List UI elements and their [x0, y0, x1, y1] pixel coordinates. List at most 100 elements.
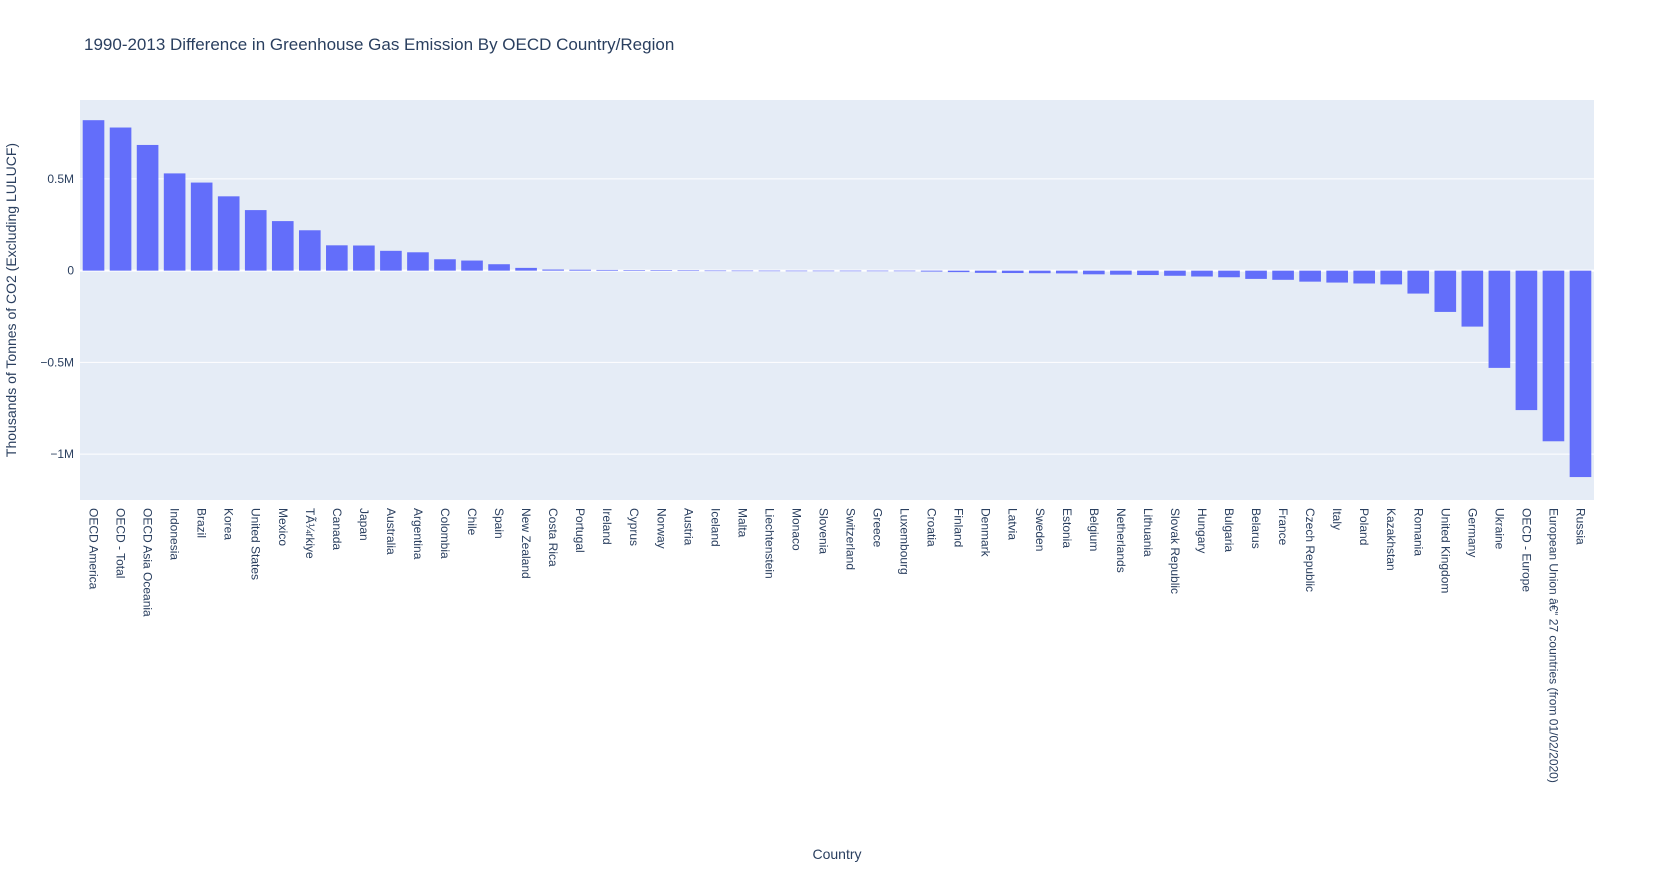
y-tick-label: −1M [50, 447, 74, 461]
x-tick-label: Canada [330, 508, 344, 550]
x-tick-label: Korea [222, 508, 236, 540]
bar [1407, 270, 1430, 294]
y-tick-labels: 0.5M 0 −0.5M −1M [40, 172, 74, 461]
x-tick-label: Japan [357, 508, 371, 541]
bar [326, 245, 348, 271]
x-tick-label: Malta [735, 508, 749, 538]
plot-background [80, 100, 1594, 500]
bar [1353, 270, 1376, 284]
bar [109, 127, 132, 271]
x-tick-label: France [1276, 508, 1290, 546]
x-tick-label: TÃ¼rkiye [303, 508, 317, 559]
bar [1191, 270, 1213, 277]
y-tick-label: 0 [67, 264, 74, 278]
bar [1326, 270, 1348, 283]
x-tick-label: Argentina [411, 508, 425, 560]
bar [461, 260, 483, 271]
x-tick-label: Russia [1573, 508, 1587, 545]
x-tick-label: OECD - Total [114, 508, 128, 578]
x-tick-label: Croatia [925, 508, 939, 547]
bar [1461, 270, 1484, 327]
bar [1001, 270, 1024, 274]
bar [1137, 270, 1159, 276]
x-tick-label: Chile [465, 508, 479, 536]
x-tick-label: Romania [1411, 508, 1425, 556]
bar [542, 269, 564, 271]
bar [1083, 270, 1105, 275]
x-tick-label: Costa Rica [546, 508, 560, 567]
y-tick-label: 0.5M [47, 172, 74, 186]
x-tick-label: New Zealand [519, 508, 533, 579]
x-tick-label: Germany [1465, 508, 1479, 557]
x-tick-label: Iceland [708, 508, 722, 547]
x-tick-label: United States [249, 508, 263, 580]
bar [596, 269, 619, 271]
x-tick-label: Brazil [195, 508, 209, 538]
x-tick-label: Austria [681, 508, 695, 546]
bar [1299, 270, 1321, 282]
bar [758, 270, 781, 272]
x-tick-label: Belarus [1249, 508, 1263, 549]
bar [839, 270, 862, 272]
bar [515, 267, 537, 271]
x-tick-label: Luxembourg [898, 508, 912, 575]
x-tick-label: Bulgaria [1222, 508, 1236, 552]
bar [569, 269, 591, 271]
bar [785, 270, 808, 272]
bar [1569, 270, 1592, 478]
bar [380, 250, 402, 271]
bar [704, 270, 727, 272]
bar [866, 270, 889, 272]
x-tick-label: Liechtenstein [762, 508, 776, 579]
bar [731, 270, 754, 272]
x-tick-label: Denmark [979, 508, 993, 558]
x-tick-label: Portugal [573, 508, 587, 553]
x-tick-label: Finland [952, 508, 966, 547]
bar [488, 264, 510, 271]
x-tick-label: Kazakhstan [1384, 508, 1398, 571]
x-tick-label: Slovenia [816, 508, 830, 554]
x-tick-label: Poland [1357, 508, 1371, 545]
x-tick-label: Estonia [1060, 508, 1074, 548]
x-tick-label: Ukraine [1492, 508, 1506, 550]
x-axis-title: Country [812, 846, 861, 862]
x-tick-label: Belgium [1087, 508, 1101, 551]
bar [1434, 270, 1457, 312]
x-tick-labels: OECD America OECD - Total OECD Asia Oceani… [87, 508, 1588, 783]
x-tick-label: Spain [492, 508, 506, 539]
x-tick-label: Italy [1330, 508, 1344, 530]
bar [353, 245, 375, 271]
bar [974, 270, 997, 273]
bar [217, 196, 240, 271]
bars [82, 120, 1592, 478]
x-tick-label: Monaco [789, 508, 803, 551]
x-tick-label: Indonesia [168, 508, 182, 560]
bar [1055, 270, 1078, 274]
x-tick-label: Cyprus [627, 508, 641, 546]
bar [1218, 270, 1240, 278]
bar [947, 270, 970, 273]
x-tick-label: Ireland [600, 508, 614, 545]
bar [1110, 270, 1132, 275]
bar [650, 270, 673, 271]
y-axis-title: Thousands of Tonnes of CO2 (Excluding LU… [3, 143, 19, 457]
bar [82, 120, 105, 271]
x-tick-label: Netherlands [1114, 508, 1128, 573]
bar [812, 270, 835, 272]
x-tick-label: Sweden [1033, 508, 1047, 551]
bar [434, 259, 456, 271]
bar [1542, 270, 1565, 442]
chart-title: 1990-2013 Difference in Greenhouse Gas E… [84, 35, 674, 54]
bar [920, 270, 943, 272]
x-tick-label: United Kingdom [1438, 508, 1452, 593]
bar [190, 182, 213, 271]
bar [1515, 270, 1538, 411]
bar [1028, 270, 1051, 274]
x-tick-label: Slovak Republic [1168, 508, 1182, 594]
x-tick-label: Czech Republic [1303, 508, 1317, 592]
bar [271, 221, 294, 271]
bar [163, 173, 186, 271]
x-tick-label: OECD America [87, 508, 101, 590]
bar [677, 270, 700, 272]
